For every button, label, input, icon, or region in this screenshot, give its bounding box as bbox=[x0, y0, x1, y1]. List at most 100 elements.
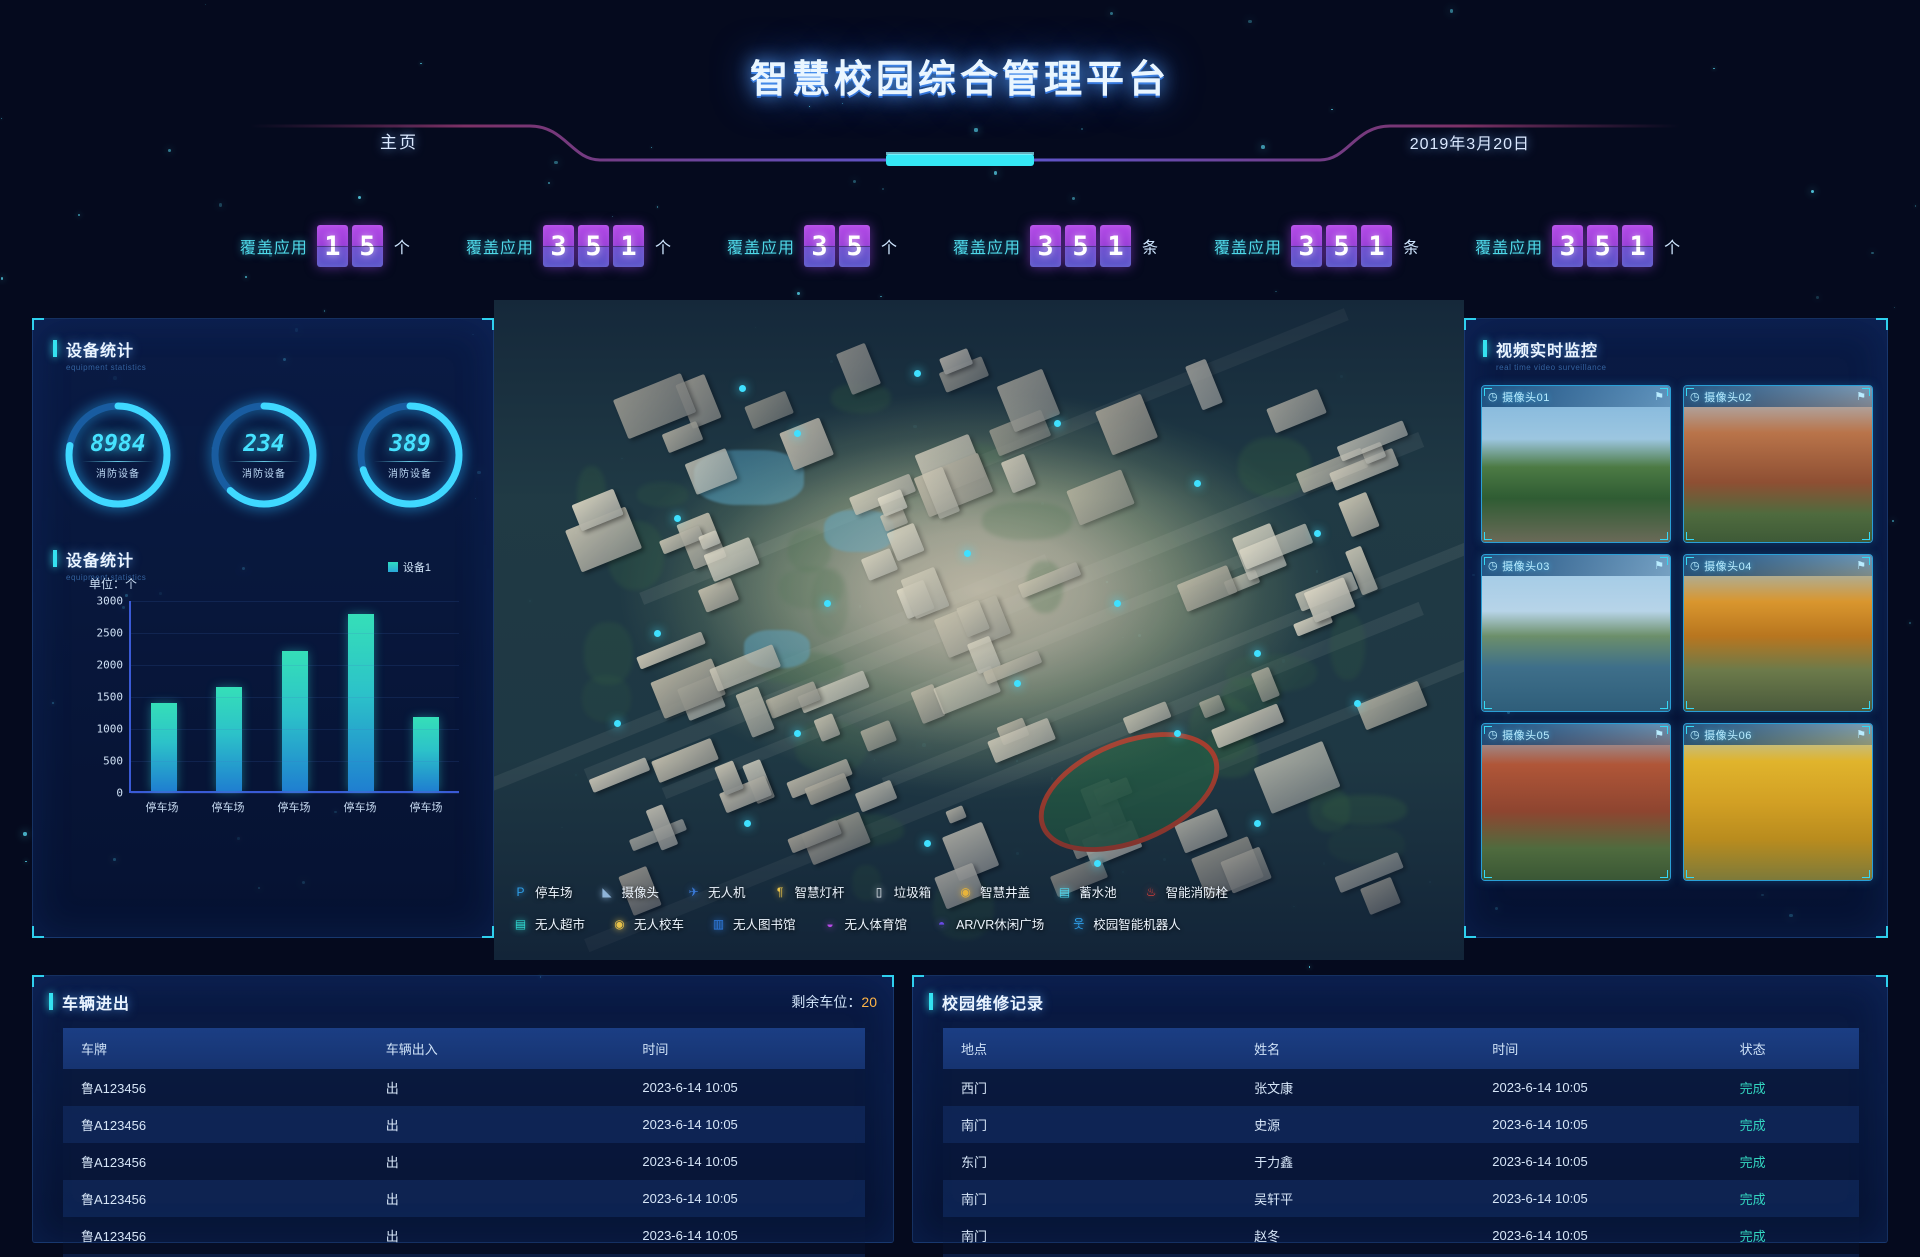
map-device-marker[interactable] bbox=[924, 840, 931, 847]
map-device-marker[interactable] bbox=[794, 430, 801, 437]
chart-bar[interactable] bbox=[413, 717, 440, 791]
chart-bar[interactable] bbox=[347, 614, 374, 791]
map-legend-item[interactable]: ♨ 智能消防栓 bbox=[1143, 882, 1228, 901]
map-device-marker[interactable] bbox=[964, 550, 971, 557]
nav-home[interactable]: 主页 bbox=[380, 133, 418, 152]
flag-icon[interactable]: ⚑ bbox=[1654, 729, 1664, 741]
map-legend-item[interactable]: ◒ 无人体育馆 bbox=[822, 914, 907, 933]
kpi-digit: 5 bbox=[1587, 225, 1619, 267]
map-device-marker[interactable] bbox=[1054, 420, 1061, 427]
chart-y-tick: 500 bbox=[103, 754, 123, 768]
corner-decoration bbox=[1464, 318, 1476, 330]
map-device-marker[interactable] bbox=[1254, 650, 1261, 657]
map-device-marker[interactable] bbox=[614, 720, 621, 727]
kpi-unit: 个 bbox=[393, 240, 410, 257]
map-device-marker[interactable] bbox=[1114, 600, 1121, 607]
chart-x-label: 停车场 bbox=[277, 802, 311, 814]
flag-icon[interactable]: ⚑ bbox=[1856, 729, 1866, 741]
corner-decoration bbox=[1686, 726, 1694, 734]
table-row[interactable]: 南门 赵冬 2023-6-14 10:05 完成 bbox=[943, 1217, 1859, 1254]
map-device-marker[interactable] bbox=[1194, 480, 1201, 487]
map-legend-item[interactable]: ▤ 无人超市 bbox=[512, 914, 585, 933]
clock-icon: ◷ bbox=[1488, 729, 1499, 741]
chart-bar[interactable] bbox=[281, 650, 308, 791]
map-legend-label: AR/VR休闲广场 bbox=[956, 918, 1045, 932]
map-legend-item[interactable]: ✈ 无人机 bbox=[685, 882, 746, 901]
camera-label: ◷ 摄像头06 bbox=[1690, 727, 1752, 743]
camera-tile-2[interactable]: ◷ 摄像头02 ⚑ bbox=[1683, 385, 1873, 543]
table-row[interactable]: 南门 吴轩平 2023-6-14 10:05 完成 bbox=[943, 1180, 1859, 1217]
map-legend-item[interactable]: ▤ 蓄水池 bbox=[1056, 882, 1117, 901]
camera-overlay-bar: ◷ 摄像头03 ⚑ bbox=[1482, 555, 1670, 576]
map-device-marker[interactable] bbox=[674, 515, 681, 522]
map-legend-item[interactable]: ◓ AR/VR休闲广场 bbox=[933, 914, 1044, 933]
flag-icon[interactable]: ⚑ bbox=[1654, 391, 1664, 403]
column-header: 时间 bbox=[1474, 1028, 1722, 1069]
map-device-marker[interactable] bbox=[914, 370, 921, 377]
table-cell: 2023-6-14 10:05 bbox=[642, 1154, 738, 1169]
kpi-digit: 1 bbox=[316, 225, 348, 267]
gauge-ring bbox=[357, 402, 463, 508]
corner-decoration bbox=[1484, 870, 1492, 878]
map-device-marker[interactable] bbox=[1014, 680, 1021, 687]
gauge-label: 消防设备 bbox=[96, 469, 140, 480]
map-device-marker[interactable] bbox=[1314, 530, 1321, 537]
star-dot bbox=[1891, 519, 1895, 523]
library-icon: ▥ bbox=[712, 916, 725, 931]
table-row[interactable]: 南门 史源 2023-6-14 10:05 完成 bbox=[943, 1106, 1859, 1143]
campus-3d-map[interactable]: P 停车场 ◣ 摄像头 ✈ 无人机 ¶ 智慧灯杆 ▯ 垃圾箱 ◉ 智慧井盖 ▤ 蓄水池 ♨ 智能消防栓 ▤ 无人… bbox=[494, 300, 1464, 960]
star-dot bbox=[548, 181, 551, 185]
star-dot bbox=[1816, 295, 1820, 299]
flag-icon[interactable]: ⚑ bbox=[1856, 391, 1866, 403]
map-legend-item[interactable]: P 停车场 bbox=[512, 882, 573, 901]
map-device-marker[interactable] bbox=[1174, 730, 1181, 737]
map-device-marker[interactable] bbox=[794, 730, 801, 737]
map-legend-item[interactable]: ◉ 无人校车 bbox=[611, 914, 684, 933]
status-badge: 完成 bbox=[1739, 1155, 1766, 1170]
map-device-marker[interactable] bbox=[824, 600, 831, 607]
map-legend-label: 停车场 bbox=[535, 886, 573, 900]
chart-bar-group bbox=[134, 601, 193, 791]
flag-icon[interactable]: ⚑ bbox=[1654, 560, 1664, 572]
map-legend-item[interactable]: ▥ 无人图书馆 bbox=[710, 914, 796, 933]
map-device-marker[interactable] bbox=[739, 385, 746, 392]
column-header: 车牌 bbox=[63, 1028, 368, 1069]
camera-tile-3[interactable]: ◷ 摄像头03 ⚑ bbox=[1481, 554, 1671, 712]
chart-gridline bbox=[131, 665, 459, 666]
camera-overlay-bar: ◷ 摄像头05 ⚑ bbox=[1482, 724, 1670, 745]
page-title: 智慧校园综合管理平台 bbox=[0, 48, 1920, 103]
map-legend-item[interactable]: ¶ 智慧灯杆 bbox=[772, 882, 845, 901]
camera-tile-1[interactable]: ◷ 摄像头01 ⚑ bbox=[1481, 385, 1671, 543]
camera-tile-4[interactable]: ◷ 摄像头04 ⚑ bbox=[1683, 554, 1873, 712]
table-row[interactable]: 西门 张文康 2023-6-14 10:05 完成 bbox=[943, 1069, 1859, 1106]
map-device-marker[interactable] bbox=[1094, 860, 1101, 867]
corner-decoration bbox=[1484, 388, 1492, 396]
camera-tile-5[interactable]: ◷ 摄像头05 ⚑ bbox=[1481, 723, 1671, 881]
chart-bar[interactable] bbox=[150, 702, 177, 791]
map-device-marker[interactable] bbox=[744, 820, 751, 827]
map-legend-item[interactable]: ◉ 智慧井盖 bbox=[957, 882, 1030, 901]
map-device-marker[interactable] bbox=[1354, 700, 1361, 707]
map-legend-item[interactable]: ◣ 摄像头 bbox=[599, 882, 660, 901]
map-legend-label: 摄像头 bbox=[621, 886, 660, 900]
map-legend-item[interactable]: 웃 校园智能机器人 bbox=[1070, 914, 1181, 933]
corner-decoration bbox=[1862, 557, 1870, 565]
camera-tile-6[interactable]: ◷ 摄像头06 ⚑ bbox=[1683, 723, 1873, 881]
chart-legend[interactable]: 设备1 bbox=[387, 559, 431, 575]
map-legend-item[interactable]: ▯ 垃圾箱 bbox=[871, 882, 931, 901]
map-legend-label: 蓄水池 bbox=[1079, 886, 1117, 900]
table-row[interactable]: 东门 于力鑫 2023-6-14 10:05 完成 bbox=[943, 1143, 1859, 1180]
chart-bar[interactable] bbox=[216, 687, 243, 791]
kpi-digit: 3 bbox=[1030, 225, 1062, 267]
map-device-marker[interactable] bbox=[1254, 820, 1261, 827]
kpi-digit: 5 bbox=[1065, 225, 1097, 267]
flag-icon[interactable]: ⚑ bbox=[1856, 560, 1866, 572]
map-device-marker[interactable] bbox=[654, 630, 661, 637]
